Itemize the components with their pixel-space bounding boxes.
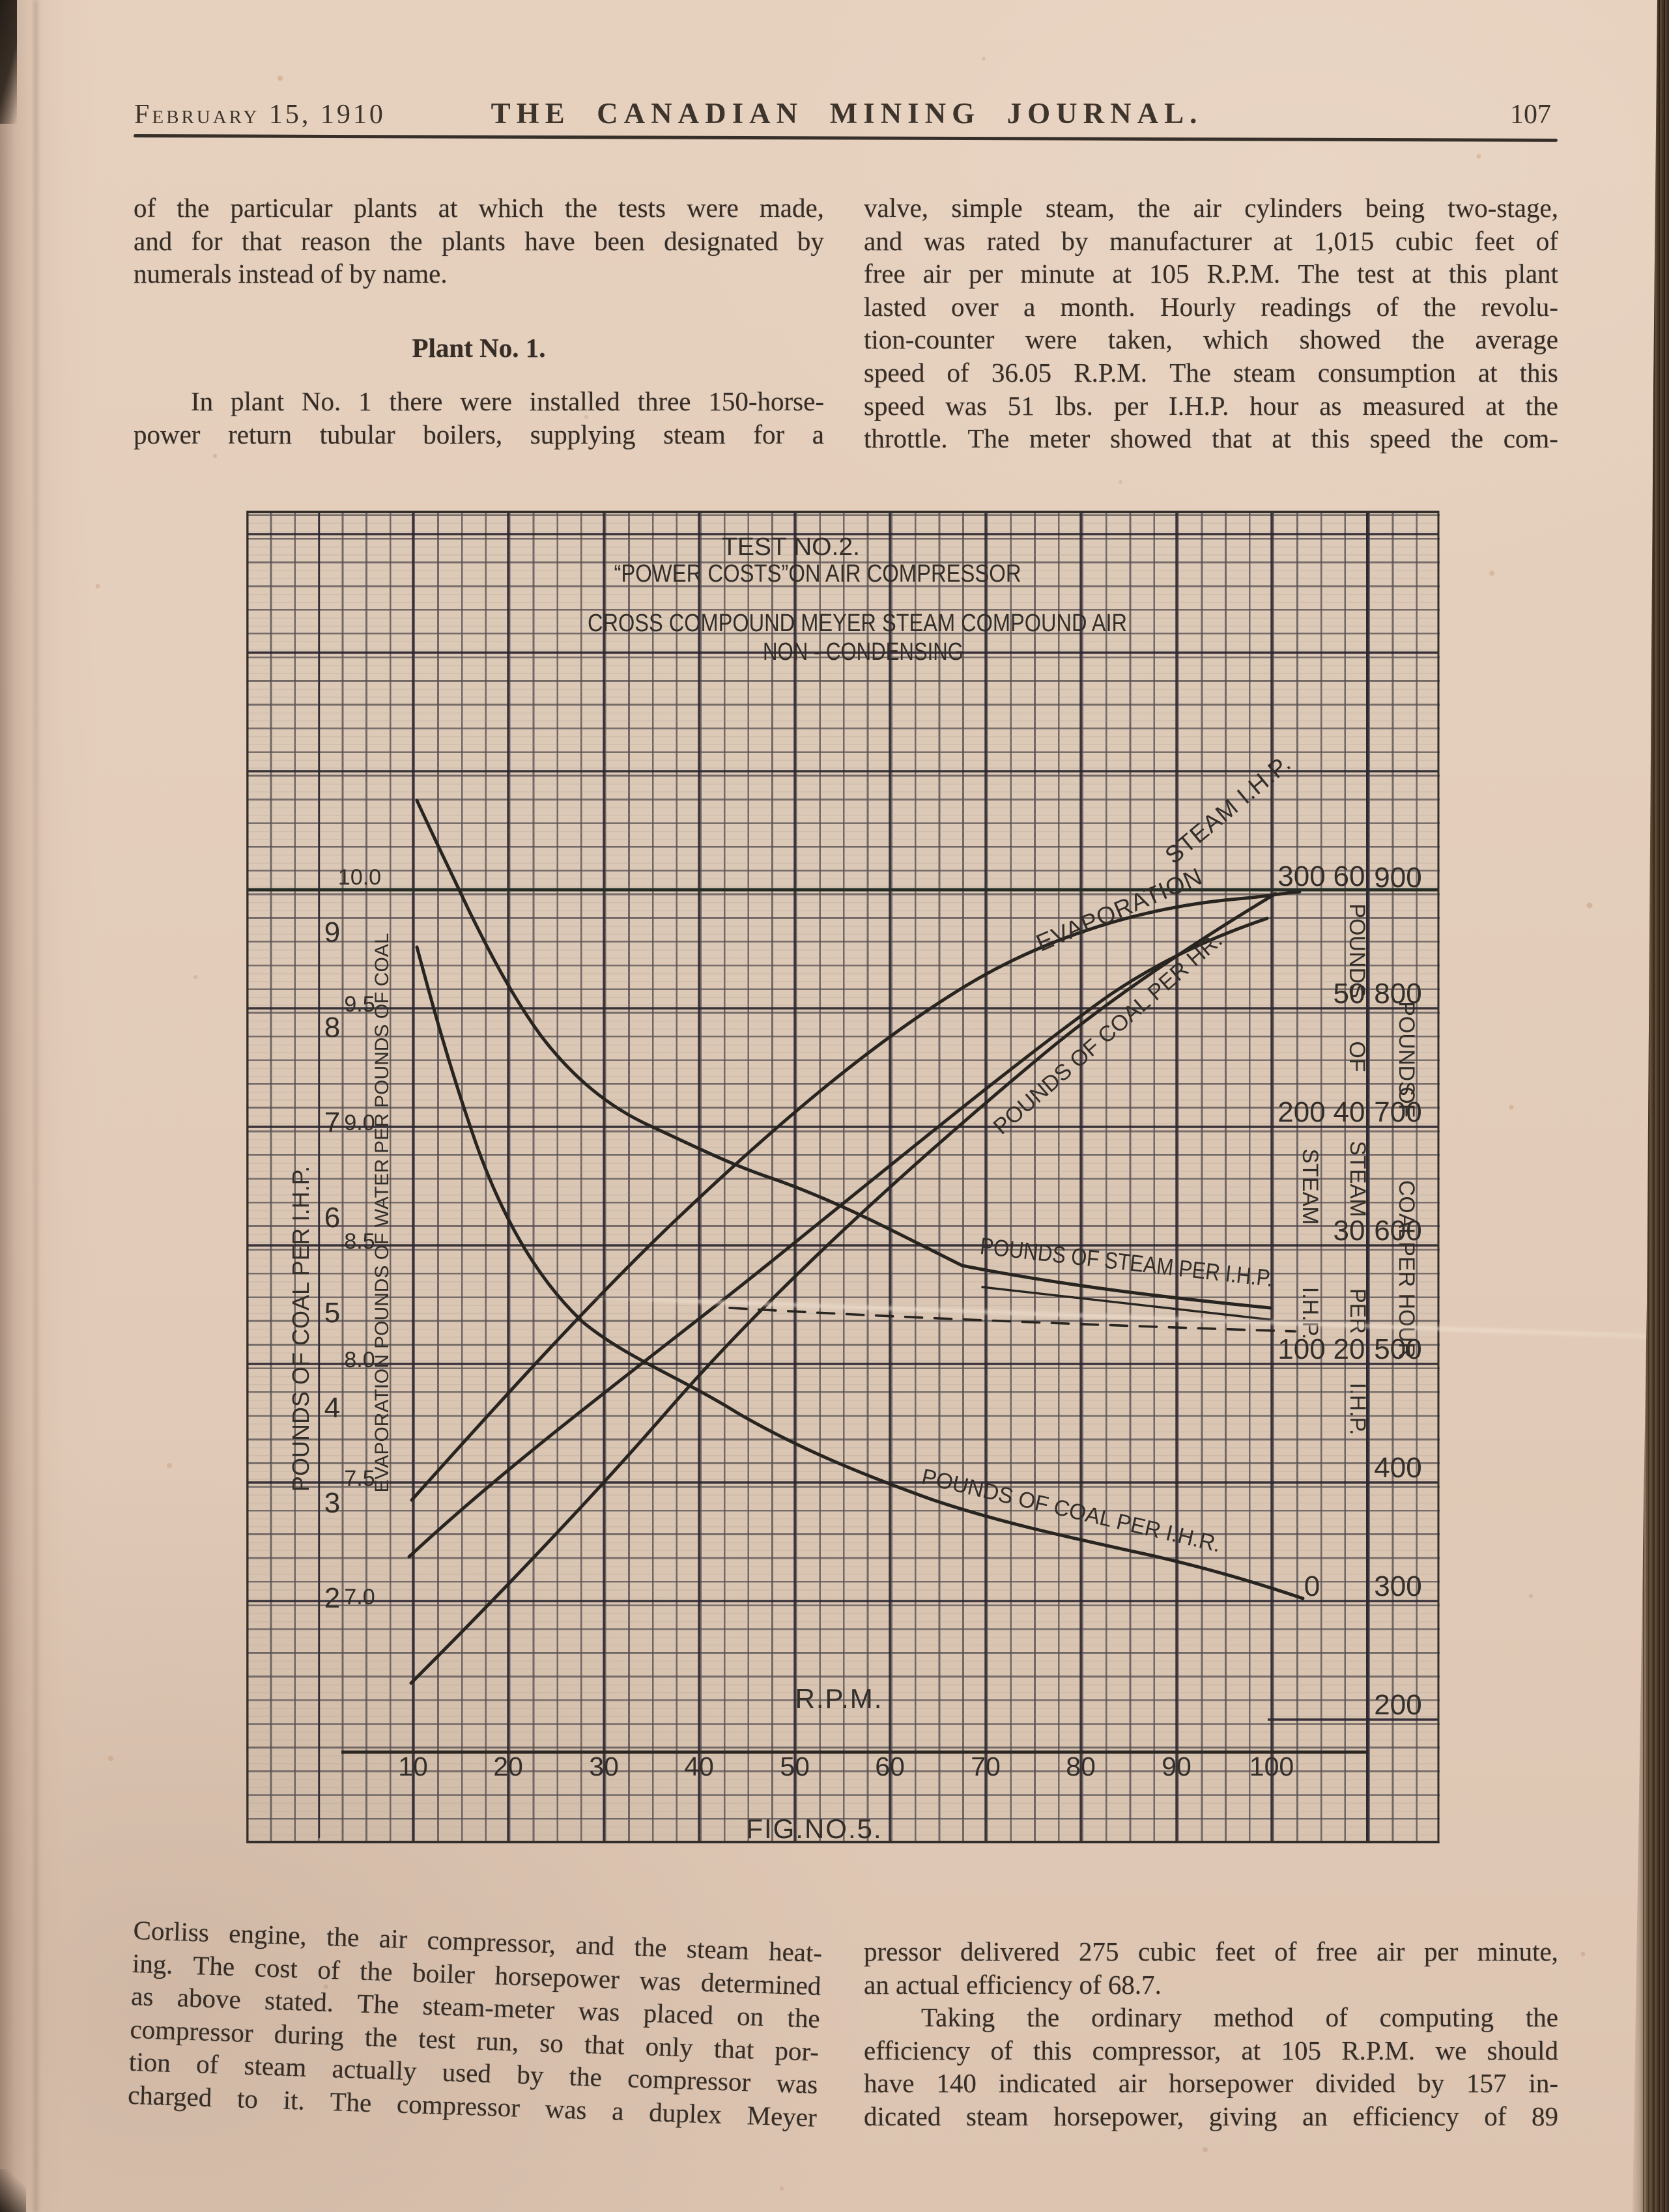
svg-text:OF: OF	[1394, 1086, 1419, 1117]
svg-text:POUNDS OF COAL PER I.H.P.: POUNDS OF COAL PER I.H.P.	[287, 1166, 314, 1492]
svg-text:8: 8	[324, 1012, 340, 1043]
svg-text:7: 7	[324, 1107, 340, 1139]
svg-text:STEAM I.H.P.: STEAM I.H.P.	[1160, 750, 1296, 869]
svg-text:POUNDS: POUNDS	[1345, 903, 1369, 998]
svg-text:5: 5	[324, 1297, 340, 1329]
svg-text:STEAM: STEAM	[1298, 1148, 1322, 1225]
svg-text:POUNDS OF COAL PER HR.: POUNDS OF COAL PER HR.	[989, 928, 1227, 1139]
svg-text:200: 200	[1374, 1689, 1421, 1721]
svg-text:COAL: COAL	[1394, 1180, 1419, 1241]
svg-text:200: 200	[1277, 1096, 1325, 1128]
svg-text:300: 300	[1277, 860, 1325, 892]
svg-text:900: 900	[1374, 862, 1421, 894]
svg-text:40: 40	[1334, 1096, 1365, 1128]
svg-text:8.5: 8.5	[344, 1229, 375, 1254]
svg-text:I.H.P.: I.H.P.	[1345, 1383, 1370, 1436]
svg-text:CROSS COMPOUND MEYER STEAM COM: CROSS COMPOUND MEYER STEAM COMPOUND AIR	[588, 610, 1127, 637]
svg-text:7.5: 7.5	[344, 1466, 375, 1491]
svg-text:100: 100	[1249, 1751, 1294, 1781]
svg-text:80: 80	[1066, 1751, 1096, 1781]
svg-text:400: 400	[1374, 1452, 1421, 1484]
svg-text:3: 3	[324, 1487, 340, 1519]
svg-text:EVAPORATION: EVAPORATION	[1033, 862, 1206, 956]
svg-text:EVAPORATION POUNDS OF WATER PE: EVAPORATION POUNDS OF WATER PER POUNDS O…	[371, 933, 393, 1493]
svg-text:100: 100	[1277, 1333, 1325, 1365]
svg-text:60: 60	[875, 1751, 905, 1781]
svg-text:OF: OF	[1345, 1041, 1369, 1071]
svg-text:30: 30	[1334, 1215, 1365, 1247]
svg-text:300: 300	[1374, 1570, 1421, 1602]
svg-text:20: 20	[493, 1751, 523, 1781]
svg-text:I.H.P.: I.H.P.	[1298, 1287, 1322, 1340]
svg-text:70: 70	[971, 1751, 1001, 1781]
svg-text:FIG.NO.5.: FIG.NO.5.	[746, 1813, 882, 1844]
svg-text:9: 9	[324, 916, 340, 948]
svg-text:4: 4	[324, 1392, 340, 1424]
svg-text:30: 30	[589, 1751, 619, 1781]
svg-text:NON - CONDENSING: NON - CONDENSING	[763, 638, 963, 666]
svg-text:PER HOUR: PER HOUR	[1394, 1241, 1419, 1358]
svg-text:0: 0	[1304, 1570, 1320, 1602]
svg-text:POUNDS: POUNDS	[1394, 1001, 1419, 1096]
svg-text:40: 40	[684, 1751, 714, 1781]
svg-text:50: 50	[780, 1751, 810, 1781]
svg-text:POUNDS OF STEAM PER I.H.P.: POUNDS OF STEAM PER I.H.P.	[979, 1232, 1275, 1292]
svg-text:700: 700	[1374, 1096, 1421, 1128]
svg-text:8.0: 8.0	[344, 1348, 375, 1372]
svg-text:10: 10	[398, 1751, 428, 1781]
svg-text:800: 800	[1374, 978, 1421, 1010]
svg-text:7.0: 7.0	[344, 1585, 375, 1609]
svg-text:“POWER COSTS”ON AIR COMPRESSOR: “POWER COSTS”ON AIR COMPRESSOR	[614, 560, 1021, 588]
svg-text:600: 600	[1374, 1215, 1421, 1247]
svg-text:2: 2	[324, 1582, 340, 1614]
svg-text:90: 90	[1162, 1751, 1191, 1781]
svg-text:TEST NO.2.: TEST NO.2.	[722, 533, 860, 561]
svg-text:60: 60	[1334, 860, 1365, 892]
svg-text:500: 500	[1374, 1333, 1421, 1365]
svg-text:9.5: 9.5	[344, 992, 375, 1017]
svg-text:R.P.M.: R.P.M.	[795, 1683, 883, 1714]
svg-text:STEAM: STEAM	[1345, 1141, 1370, 1217]
svg-text:9.0: 9.0	[344, 1111, 375, 1135]
svg-text:20: 20	[1334, 1333, 1365, 1365]
svg-text:10.0: 10.0	[338, 865, 381, 890]
svg-text:6: 6	[324, 1202, 340, 1234]
svg-text:50: 50	[1334, 978, 1365, 1010]
